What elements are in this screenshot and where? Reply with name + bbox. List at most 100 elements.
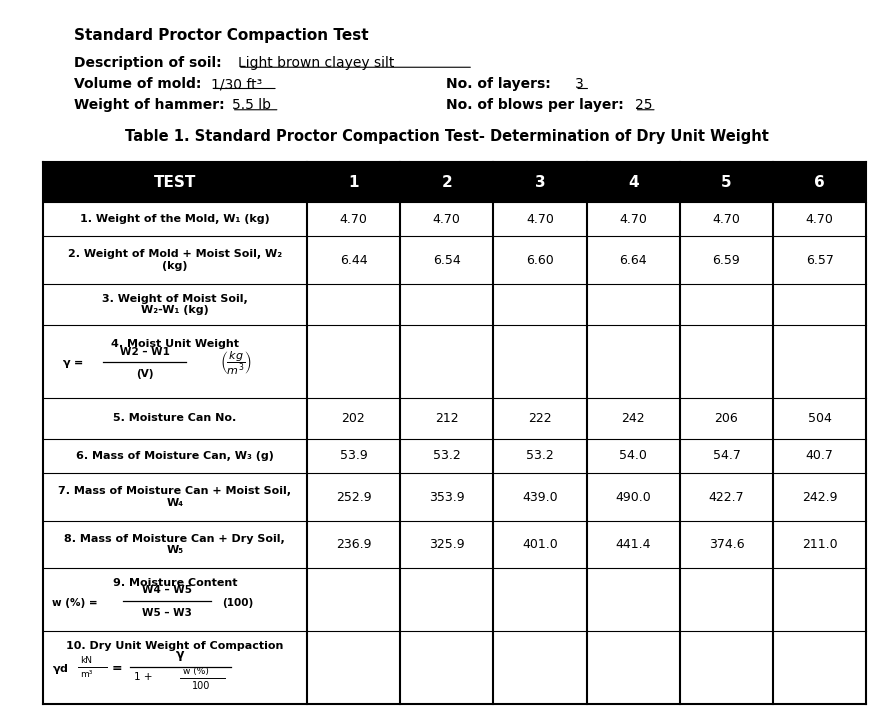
Bar [680, 202, 773, 236]
Text: $\mathbf{\gamma}$ =: $\mathbf{\gamma}$ = [63, 358, 84, 370]
Text: 6.64: 6.64 [620, 253, 647, 266]
Bar [43, 162, 307, 202]
Text: 6. Mass of Moisture Can, W₃ (g): 6. Mass of Moisture Can, W₃ (g) [76, 451, 273, 461]
Text: 4.70: 4.70 [805, 213, 834, 226]
Text: 374.6: 374.6 [709, 538, 744, 551]
Bar [400, 473, 493, 521]
Text: 6.60: 6.60 [526, 253, 554, 266]
Text: 222: 222 [528, 412, 552, 425]
Text: 3: 3 [535, 174, 546, 189]
Text: w (%) =: w (%) = [52, 598, 97, 608]
Bar [43, 439, 307, 473]
Bar [587, 473, 680, 521]
Bar [43, 236, 307, 284]
Text: kN: kN [80, 656, 92, 665]
Text: 212: 212 [435, 412, 458, 425]
Text: 4.70: 4.70 [339, 213, 367, 226]
Bar [493, 568, 587, 631]
Text: 4.70: 4.70 [619, 213, 647, 226]
Text: No. of blows per layer:: No. of blows per layer: [446, 99, 624, 112]
Text: $\mathbf{\gamma}$: $\mathbf{\gamma}$ [175, 650, 186, 663]
Text: Light brown clayey silt: Light brown clayey silt [238, 56, 395, 70]
Bar [680, 284, 773, 325]
Bar [400, 568, 493, 631]
Text: 5: 5 [722, 174, 731, 189]
Text: 53.9: 53.9 [339, 450, 367, 463]
Text: 8. Mass of Moisture Can + Dry Soil,
W₅: 8. Mass of Moisture Can + Dry Soil, W₅ [64, 534, 285, 555]
Bar [307, 439, 400, 473]
Text: 441.4: 441.4 [615, 538, 651, 551]
Bar [400, 521, 493, 568]
Bar [307, 473, 400, 521]
Bar [43, 568, 307, 631]
Bar [493, 236, 587, 284]
Bar [400, 284, 493, 325]
Text: 236.9: 236.9 [336, 538, 371, 551]
Bar [773, 236, 866, 284]
Bar [773, 439, 866, 473]
Bar [587, 236, 680, 284]
Bar [493, 162, 587, 202]
Text: 3: 3 [575, 77, 584, 91]
Text: 1. Weight of the Mold, W₁ (kg): 1. Weight of the Mold, W₁ (kg) [79, 214, 270, 224]
Text: 1/30 ft³: 1/30 ft³ [212, 77, 263, 91]
Text: 252.9: 252.9 [336, 491, 371, 503]
Text: 401.0: 401.0 [522, 538, 558, 551]
Bar [680, 568, 773, 631]
Bar [307, 202, 400, 236]
Text: 4.70: 4.70 [433, 213, 461, 226]
Bar [400, 162, 493, 202]
Text: m³: m³ [80, 670, 92, 679]
Text: =: = [112, 662, 122, 675]
Text: TEST: TEST [154, 174, 196, 189]
Bar [43, 284, 307, 325]
Bar [587, 162, 680, 202]
Bar [493, 398, 587, 439]
Bar [773, 398, 866, 439]
Text: 10. Dry Unit Weight of Compaction: 10. Dry Unit Weight of Compaction [66, 641, 283, 651]
Text: 504: 504 [808, 412, 831, 425]
Text: 353.9: 353.9 [429, 491, 464, 503]
Bar [680, 439, 773, 473]
Bar [587, 568, 680, 631]
Bar [307, 568, 400, 631]
Text: $\mathbf{\gamma d}$: $\mathbf{\gamma d}$ [52, 662, 68, 676]
Text: 4: 4 [628, 174, 638, 189]
Text: 242.9: 242.9 [802, 491, 838, 503]
Text: 1: 1 [348, 174, 359, 189]
Bar [307, 162, 400, 202]
Bar [493, 439, 587, 473]
Bar [43, 521, 307, 568]
Text: 40.7: 40.7 [805, 450, 834, 463]
Text: $\left(\dfrac{kg}{m^3}\right)$: $\left(\dfrac{kg}{m^3}\right)$ [221, 350, 253, 377]
Bar [773, 521, 866, 568]
Bar [773, 473, 866, 521]
Bar [400, 398, 493, 439]
Bar [307, 398, 400, 439]
Text: 206: 206 [714, 412, 739, 425]
Text: 242: 242 [622, 412, 645, 425]
Text: 53.2: 53.2 [433, 450, 461, 463]
Text: Description of soil:: Description of soil: [74, 56, 221, 70]
Bar [773, 284, 866, 325]
Text: 6.59: 6.59 [713, 253, 740, 266]
Bar [43, 398, 307, 439]
Bar [493, 202, 587, 236]
Bar [587, 284, 680, 325]
Text: 54.0: 54.0 [619, 450, 647, 463]
Bar [400, 439, 493, 473]
Bar [587, 521, 680, 568]
Text: 422.7: 422.7 [709, 491, 744, 503]
Text: 5. Moisture Can No.: 5. Moisture Can No. [113, 413, 237, 423]
Bar [400, 202, 493, 236]
Bar [43, 202, 307, 236]
Bar [307, 521, 400, 568]
Bar [587, 202, 680, 236]
Bar [773, 162, 866, 202]
Text: 100: 100 [192, 681, 210, 691]
Text: 2. Weight of Mold + Moist Soil, W₂
(kg): 2. Weight of Mold + Moist Soil, W₂ (kg) [68, 249, 282, 271]
Bar [400, 236, 493, 284]
Text: 211.0: 211.0 [802, 538, 838, 551]
Text: W5 – W3: W5 – W3 [142, 608, 192, 618]
Text: 54.7: 54.7 [713, 450, 740, 463]
